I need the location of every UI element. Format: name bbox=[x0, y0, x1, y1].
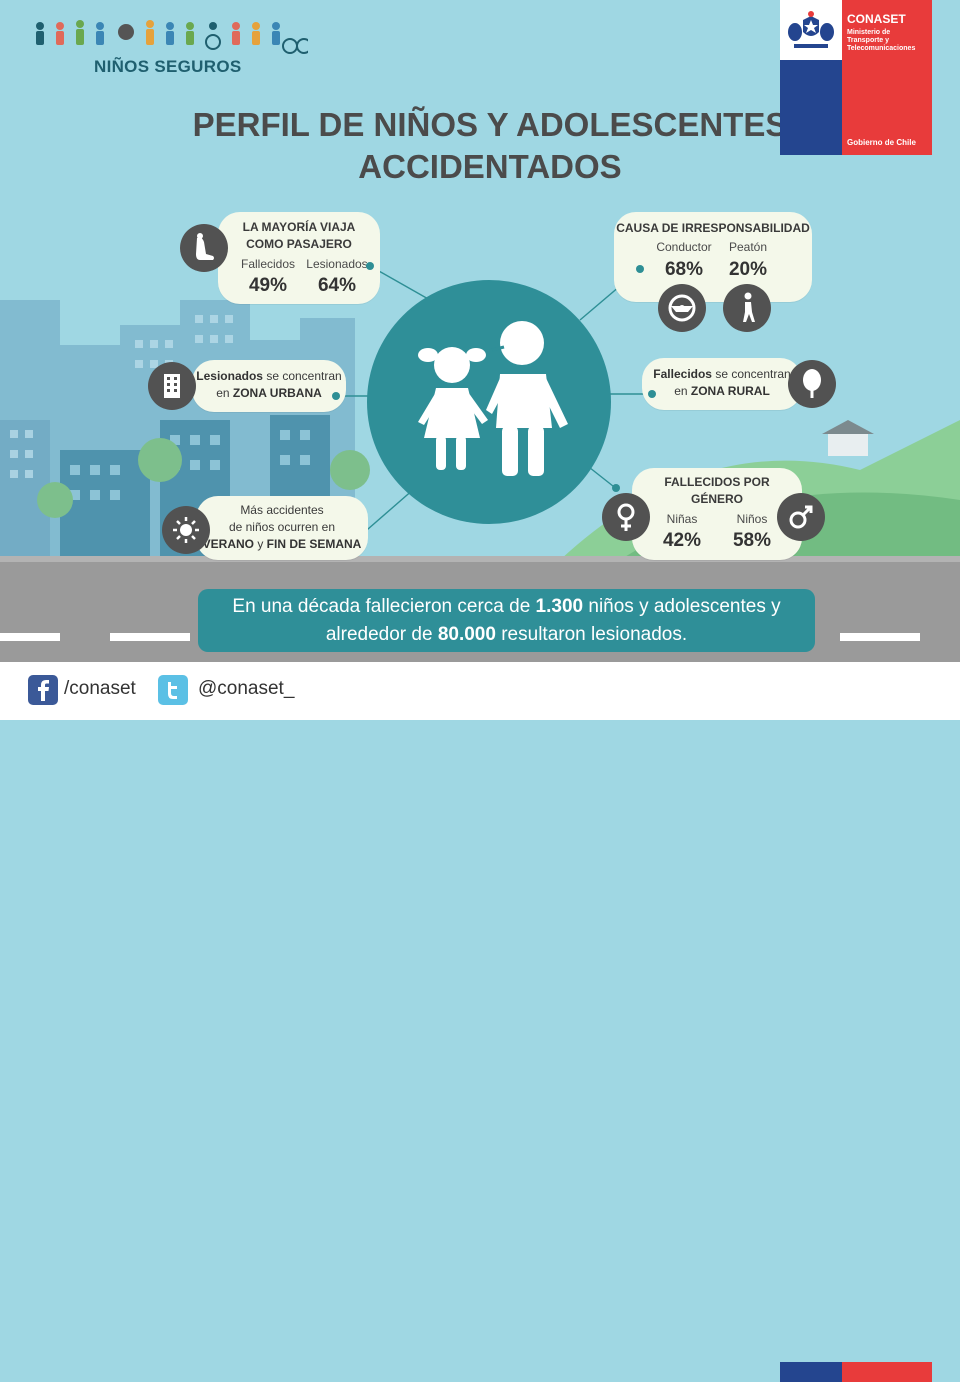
children-illustration bbox=[418, 321, 568, 476]
season-line-2: de niños ocurren en bbox=[228, 520, 336, 534]
pedestrian-icon bbox=[723, 284, 771, 332]
urban-text: Lesionados se concentran en ZONA URBANA bbox=[192, 368, 346, 402]
passenger-card: LA MAYORÍA VIAJA COMO PASAJERO Fallecido… bbox=[218, 212, 380, 304]
gov-red-band bbox=[842, 0, 932, 155]
gov-logo-block: CONASET Ministerio de Transporte y Telec… bbox=[780, 0, 932, 155]
banner-text-4: resultaron lesionados. bbox=[495, 624, 688, 645]
title-line-2: ACCIDENTADOS bbox=[358, 148, 622, 185]
gov-footer-text: Gobierno de Chile bbox=[847, 138, 916, 147]
season-weekend: FIN DE SEMANA bbox=[266, 537, 362, 551]
flag-red bbox=[842, 1362, 932, 1382]
season-and: y bbox=[254, 537, 267, 551]
gender-boys-pct: 58% bbox=[732, 530, 772, 551]
gender-girls-pct: 42% bbox=[662, 530, 702, 551]
cause-card: CAUSA DE IRRESPONSABILIDAD Conductor Pea… bbox=[614, 212, 812, 302]
season-summer: VERANO bbox=[202, 537, 254, 551]
urban-rest: se concentran bbox=[262, 369, 342, 383]
passenger-dead-label: Fallecidos bbox=[240, 257, 296, 271]
coat-of-arms-icon bbox=[788, 11, 834, 48]
rural-rest: se concentran bbox=[711, 367, 791, 381]
facebook-icon[interactable] bbox=[28, 675, 58, 705]
flag-blue bbox=[780, 1362, 842, 1382]
male-symbol-icon bbox=[777, 493, 825, 541]
rural-text: Fallecidos se concentran en ZONA RURAL bbox=[642, 366, 802, 400]
urban-line-2: en ZONA URBANA bbox=[192, 385, 346, 402]
rural-pre: en bbox=[674, 384, 691, 398]
banner-line-1: En una década fallecieron cerca de 1.300… bbox=[198, 593, 815, 621]
cause-title: CAUSA DE IRRESPONSABILIDAD bbox=[616, 221, 810, 235]
cause-pedestrian-label: Peatón bbox=[728, 240, 768, 254]
banner-text-2: niños y adolescentes y bbox=[583, 596, 781, 617]
season-text: Más accidentes de niños ocurren en VERAN… bbox=[196, 502, 368, 553]
banner-deaths: 1.300 bbox=[535, 596, 584, 617]
banner-line-2: alrededor de 80.000 resultaron lesionado… bbox=[198, 621, 815, 649]
ministry-line-2: Transporte y bbox=[847, 37, 890, 44]
passenger-title: LA MAYORÍA VIAJA COMO PASAJERO bbox=[218, 219, 380, 253]
flag-strip bbox=[780, 1362, 932, 1382]
passenger-title-line-1: LA MAYORÍA VIAJA bbox=[242, 220, 356, 234]
footer: /conaset @conaset_ bbox=[0, 662, 960, 1382]
summary-banner: En una década fallecieron cerca de 1.300… bbox=[198, 589, 815, 652]
gender-connector-dot bbox=[612, 484, 620, 492]
gov-name: CONASET bbox=[847, 12, 906, 26]
facebook-handle[interactable]: /conaset bbox=[64, 678, 136, 699]
urban-card: Lesionados se concentran en ZONA URBANA bbox=[192, 360, 346, 412]
gender-title: FALLECIDOS POR GÉNERO bbox=[632, 474, 802, 508]
brand-kids-illustration bbox=[36, 20, 308, 54]
steering-wheel-icon bbox=[658, 284, 706, 332]
passenger-connector-dot bbox=[366, 262, 374, 270]
gender-title-line-1: FALLECIDOS POR bbox=[664, 475, 770, 489]
rural-bold: Fallecidos bbox=[653, 367, 712, 381]
gov-ministry: Ministerio de Transporte y Telecomunicac… bbox=[847, 29, 932, 53]
rural-card: Fallecidos se concentran en ZONA RURAL bbox=[642, 358, 802, 410]
page-title: PERFIL DE NIÑOS Y ADOLESCENTES ACCIDENTA… bbox=[160, 104, 820, 188]
passenger-injured-pct: 64% bbox=[317, 275, 357, 296]
passenger-dead-pct: 49% bbox=[248, 275, 288, 296]
gender-boys-label: Niños bbox=[736, 512, 768, 526]
season-card: Más accidentes de niños ocurren en VERAN… bbox=[196, 496, 368, 560]
car-seat-icon bbox=[180, 224, 228, 272]
urban-line-1: Lesionados se concentran bbox=[192, 368, 346, 385]
banner-injured: 80.000 bbox=[437, 624, 496, 645]
ministry-line-3: Telecomunicaciones bbox=[847, 45, 916, 52]
cause-pedestrian-pct: 20% bbox=[728, 259, 768, 280]
urban-bold: Lesionados bbox=[196, 369, 263, 383]
twitter-handle[interactable]: @conaset_ bbox=[198, 678, 295, 699]
rural-line-2: en ZONA RURAL bbox=[642, 383, 802, 400]
ministry-line-1: Ministerio de bbox=[847, 29, 891, 36]
female-symbol-icon bbox=[602, 493, 650, 541]
gender-title-line-2: GÉNERO bbox=[690, 492, 743, 506]
passenger-title-line-2: COMO PASAJERO bbox=[246, 237, 352, 251]
cause-connector-dot bbox=[636, 265, 644, 273]
season-line-1: Más accidentes bbox=[240, 503, 324, 517]
cause-driver-pct: 68% bbox=[664, 259, 704, 280]
passenger-injured-label: Lesionados bbox=[306, 257, 368, 271]
rural-connector-dot bbox=[648, 390, 656, 398]
urban-pre: en bbox=[216, 386, 233, 400]
urban-connector-dot bbox=[332, 392, 340, 400]
cause-driver-label: Conductor bbox=[656, 240, 712, 254]
rural-zone: ZONA RURAL bbox=[690, 384, 770, 398]
banner-text-3: alrededor de bbox=[325, 624, 438, 645]
gender-girls-label: Niñas bbox=[666, 512, 698, 526]
banner-text-1: En una década fallecieron cerca de bbox=[232, 596, 536, 617]
title-line-1: PERFIL DE NIÑOS Y ADOLESCENTES bbox=[192, 106, 788, 143]
brand-name: NIÑOS SEGUROS bbox=[94, 57, 242, 76]
building-icon bbox=[148, 362, 196, 410]
twitter-icon[interactable] bbox=[158, 675, 188, 705]
gender-card: FALLECIDOS POR GÉNERO Niñas Niños 42% 58… bbox=[632, 468, 802, 560]
season-line-3: VERANO y FIN DE SEMANA bbox=[196, 536, 368, 553]
urban-zone: ZONA URBANA bbox=[232, 386, 322, 400]
sun-icon bbox=[162, 506, 210, 554]
rural-line-1: Fallecidos se concentran bbox=[642, 366, 802, 383]
tree-icon bbox=[788, 360, 836, 408]
